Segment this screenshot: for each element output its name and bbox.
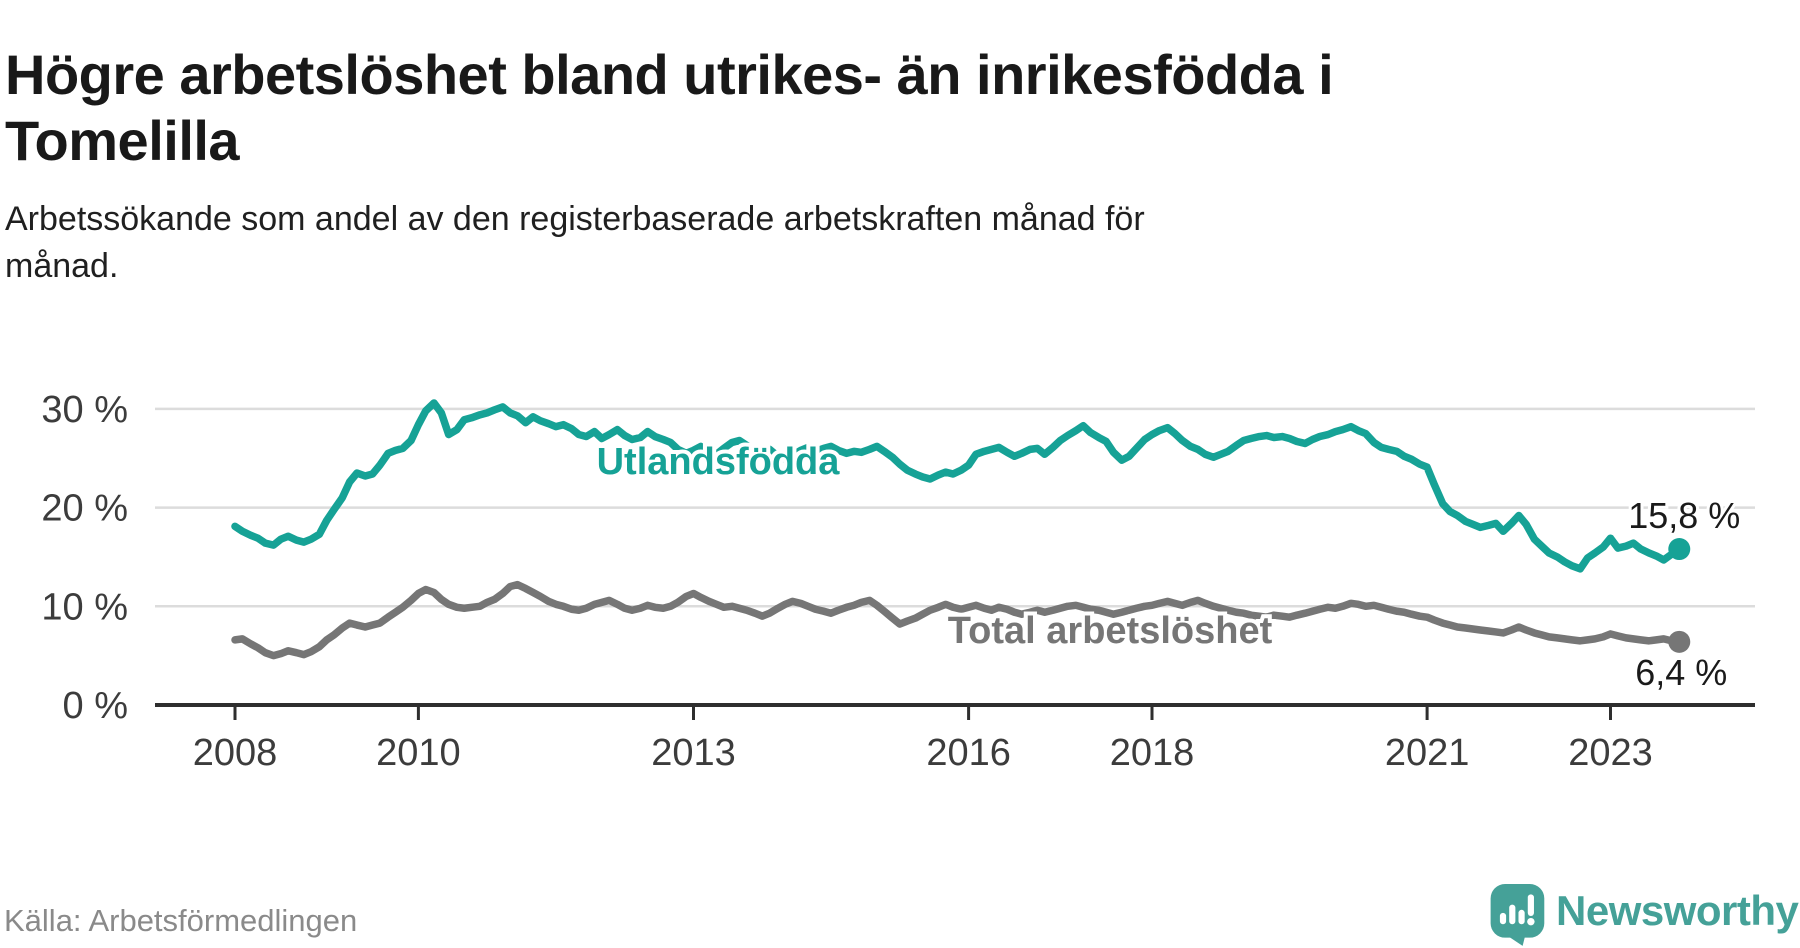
y-tick-label: 20 % — [41, 488, 128, 530]
y-tick-label: 30 % — [41, 389, 128, 431]
x-tick-label: 2021 — [1385, 732, 1470, 774]
subtitle-line-2: månad. — [5, 246, 119, 285]
logo-bubble-tail — [1504, 933, 1526, 946]
x-tick-label: 2023 — [1568, 732, 1653, 774]
newsworthy-logo-icon — [1490, 884, 1545, 946]
logo-bar-2 — [1509, 904, 1516, 925]
series-end-dot-0 — [1668, 538, 1691, 561]
y-tick-label: 0 % — [63, 685, 128, 727]
x-tick-label: 2016 — [926, 732, 1011, 774]
logo-bar-1 — [1499, 912, 1507, 925]
x-tick-label: 2008 — [193, 732, 278, 774]
series-line-0 — [231, 399, 1684, 573]
x-tick-label: 2013 — [651, 732, 736, 774]
x-tick-label: 2010 — [376, 732, 461, 774]
source-note: Källa: Arbetsförmedlingen — [4, 903, 358, 938]
end-value-label-0: 15,8 % — [1628, 495, 1740, 536]
title-line-2: Tomelilla — [5, 108, 240, 172]
series-label-1: Total arbetslöshet — [948, 610, 1273, 652]
series-end-dot-1 — [1668, 630, 1691, 653]
logo-bar-3 — [1518, 909, 1525, 925]
end-value-label-1: 6,4 % — [1635, 652, 1727, 693]
newsworthy-logo: Newsworthy — [1486, 884, 1799, 948]
page-title: Högre arbetslöshet bland utrikes- än inr… — [5, 42, 1625, 174]
logo-exclamation-bar — [1527, 894, 1534, 916]
title-line-1: Högre arbetslöshet bland utrikes- än inr… — [5, 42, 1334, 106]
series-label-0: Utlandsfödda — [597, 441, 841, 483]
chart-subtitle: Arbetssökande som andel av den registerb… — [5, 196, 1505, 290]
logo-exclamation-dot — [1527, 917, 1535, 926]
y-tick-label: 10 % — [41, 586, 128, 628]
brand-name: Newsworthy — [1556, 887, 1799, 934]
series-line-1 — [231, 580, 1684, 660]
x-tick-label: 2018 — [1110, 732, 1195, 774]
subtitle-line-1: Arbetssökande som andel av den registerb… — [5, 200, 1145, 238]
logo-bubble — [1490, 884, 1545, 938]
